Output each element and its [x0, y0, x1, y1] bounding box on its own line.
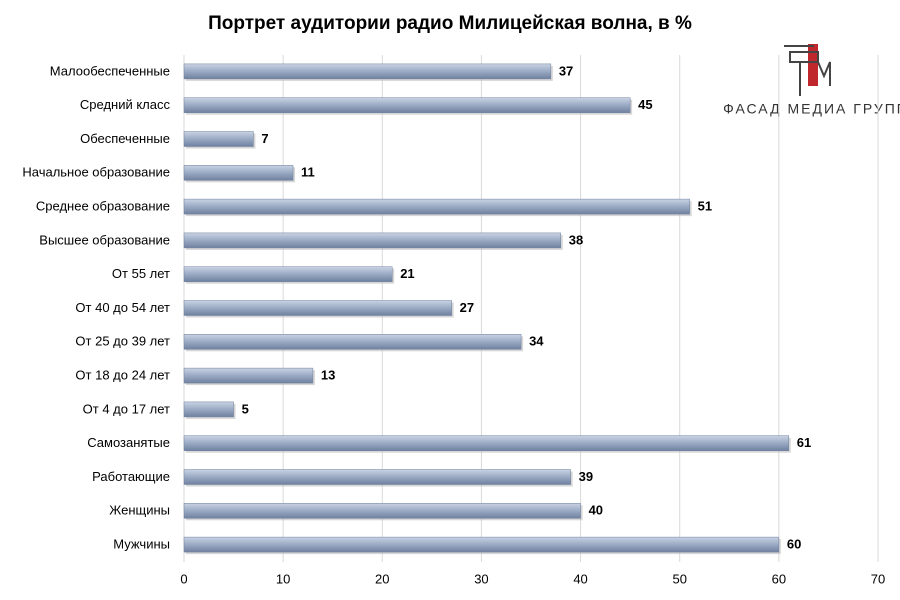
data-label: 61 — [797, 435, 811, 450]
y-tick-label: Малообеспеченные — [50, 63, 170, 78]
bar — [183, 63, 552, 80]
data-label: 40 — [589, 503, 603, 518]
x-tick-label: 20 — [375, 571, 389, 586]
data-label: 60 — [787, 537, 801, 552]
bar — [183, 503, 581, 519]
data-label: 38 — [569, 232, 583, 247]
bar — [183, 536, 780, 553]
y-tick-label: От 4 до 17 лет — [83, 401, 170, 416]
y-tick-label: От 18 до 24 лет — [75, 368, 170, 383]
data-label: 39 — [579, 469, 593, 484]
data-label: 5 — [242, 401, 249, 416]
bar — [183, 97, 631, 113]
x-tick-label: 40 — [573, 571, 587, 586]
data-label: 7 — [261, 131, 268, 146]
logo: ФАСАД МЕДИА ГРУПП — [723, 44, 900, 117]
y-tick-label: Самозанятые — [87, 435, 170, 450]
bar — [183, 266, 393, 282]
y-tick-label: Женщины — [109, 503, 170, 518]
bar — [183, 334, 522, 350]
x-tick-label: 30 — [474, 571, 488, 586]
y-tick-label: От 25 до 39 лет — [75, 334, 170, 349]
logo-icon — [808, 44, 818, 86]
data-label: 51 — [698, 199, 712, 214]
y-tick-label: Обеспеченные — [80, 131, 170, 146]
y-tick-label: Высшее образование — [39, 232, 170, 247]
bar — [183, 435, 790, 451]
x-tick-label: 50 — [672, 571, 686, 586]
data-label: 27 — [460, 300, 474, 315]
bar — [183, 469, 571, 485]
bar — [183, 198, 690, 215]
x-tick-label: 60 — [772, 571, 786, 586]
y-tick-label: Мужчины — [113, 537, 170, 552]
logo-icon — [784, 45, 831, 96]
logo-text: ФАСАД МЕДИА ГРУПП — [723, 101, 900, 117]
data-label: 37 — [559, 63, 573, 78]
chart-title: Портрет аудитории радио Милицейская волн… — [208, 13, 692, 34]
y-tick-label: Средний класс — [80, 97, 171, 112]
data-label: 34 — [529, 334, 544, 349]
bar — [183, 401, 234, 418]
x-tick-label: 70 — [871, 571, 885, 586]
x-tick-label: 10 — [276, 571, 290, 586]
data-label: 45 — [638, 97, 652, 112]
data-label: 13 — [321, 368, 335, 383]
y-tick-label: От 55 лет — [112, 266, 170, 281]
bar — [183, 300, 452, 316]
bar — [183, 367, 314, 384]
bar — [183, 165, 294, 181]
data-label: 11 — [301, 165, 315, 180]
bar — [183, 232, 561, 249]
x-tick-label: 0 — [180, 571, 187, 586]
bar — [183, 131, 254, 147]
y-tick-label: Начальное образование — [22, 165, 170, 180]
data-label: 21 — [400, 266, 414, 281]
y-tick-label: От 40 до 54 лет — [75, 300, 170, 315]
y-tick-label: Работающие — [92, 469, 170, 484]
y-tick-label: Среднее образование — [36, 199, 170, 214]
